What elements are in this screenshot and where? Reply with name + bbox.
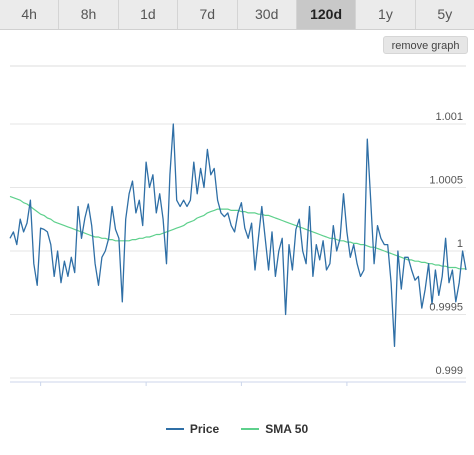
grid-lines bbox=[10, 65, 466, 379]
legend-line-icon bbox=[241, 428, 260, 430]
legend-item-price[interactable]: Price bbox=[165, 422, 220, 436]
timeframe-tabbar: 4h 8h 1d 7d 30d 120d 1y 5y bbox=[0, 0, 474, 30]
tab-1y[interactable]: 1y bbox=[356, 0, 416, 29]
tab-7d[interactable]: 7d bbox=[178, 0, 238, 29]
sma-series-line bbox=[9, 195, 466, 270]
y-tick-label: 0.999 bbox=[435, 365, 463, 377]
y-tick-label: 1.001 bbox=[435, 111, 463, 123]
tab-30d[interactable]: 30d bbox=[237, 0, 297, 29]
price-chart: 0.999 0.9995 1 1.0005 1.001 Jan '26Feb '26Ma… bbox=[9, 65, 467, 386]
tab-4h[interactable]: 4h bbox=[0, 0, 60, 29]
legend-item-sma[interactable]: SMA 50 bbox=[241, 422, 308, 436]
tab-8h[interactable]: 8h bbox=[59, 0, 119, 29]
x-axis: Jan '26Feb '26Mar '26Apr '26 bbox=[10, 381, 466, 386]
y-tick-label: 1 bbox=[457, 238, 463, 250]
legend-label-price: Price bbox=[189, 422, 220, 436]
y-axis-labels: 0.999 0.9995 1 1.0005 1.001 bbox=[429, 111, 463, 377]
remove-graph-button[interactable]: remove graph bbox=[383, 36, 468, 54]
chart-legend: Price SMA 50 bbox=[0, 418, 474, 440]
series-lines bbox=[9, 123, 467, 347]
legend-label-sma: SMA 50 bbox=[265, 422, 309, 436]
tab-5y[interactable]: 5y bbox=[415, 0, 474, 29]
tab-1d[interactable]: 1d bbox=[118, 0, 179, 29]
y-tick-label: 0.9995 bbox=[429, 302, 463, 314]
price-series-line bbox=[9, 123, 467, 347]
tab-120d[interactable]: 120d bbox=[296, 0, 357, 29]
y-tick-label: 1.0005 bbox=[429, 175, 463, 187]
legend-line-icon bbox=[165, 428, 184, 430]
